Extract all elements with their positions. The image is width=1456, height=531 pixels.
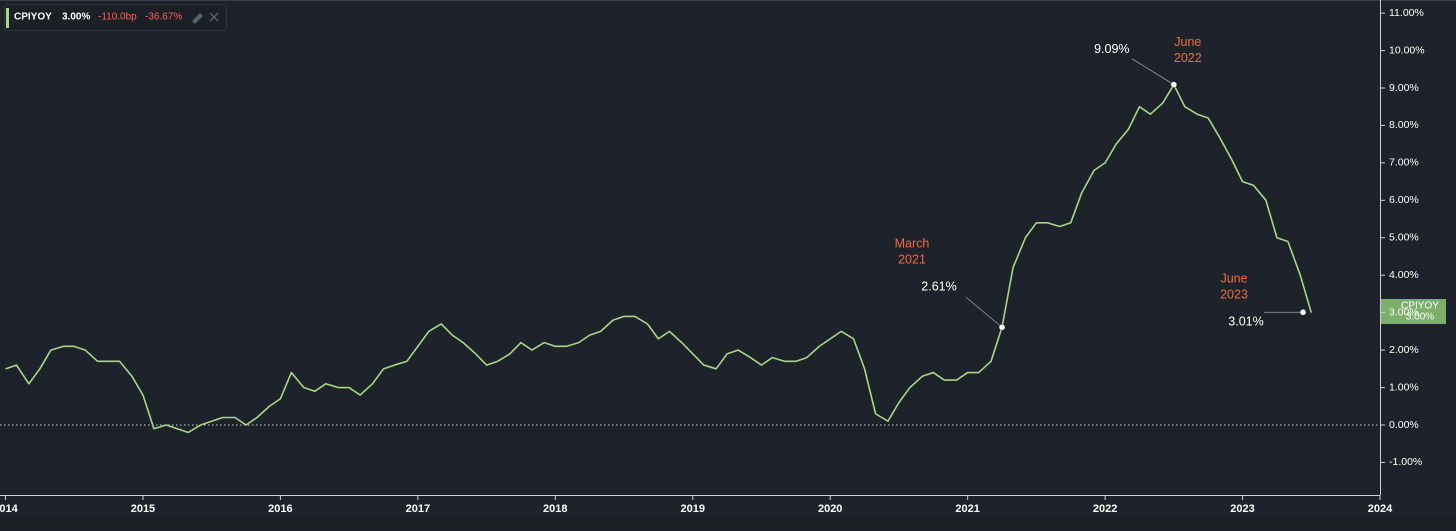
annotation-date: 2022 xyxy=(1174,51,1202,65)
legend-last: 3.00% xyxy=(62,12,90,23)
annotation-value: 9.09% xyxy=(1094,42,1129,56)
y-tick-label: 1.00% xyxy=(1389,381,1419,393)
annotation-date: June xyxy=(1174,35,1201,49)
annotation-dot xyxy=(1170,81,1178,88)
y-tick-label: 8.00% xyxy=(1389,119,1419,131)
x-tick-label: 2015 xyxy=(131,503,155,515)
x-tick-label: 2019 xyxy=(681,503,705,515)
x-tick-label: 2020 xyxy=(818,503,842,515)
tag-box xyxy=(1381,299,1446,324)
tag-name: CPIYOY xyxy=(1401,301,1439,312)
y-tick-label: 10.00% xyxy=(1389,44,1425,56)
annotation-date: March xyxy=(895,237,930,251)
y-tick-label: 4.00% xyxy=(1389,269,1419,281)
annotation-value: 2.61% xyxy=(921,280,956,294)
annotation-dot xyxy=(998,324,1006,331)
legend-name: CPIYOY xyxy=(14,12,52,23)
y-tick-label: 5.00% xyxy=(1389,232,1419,244)
y-tick-label: 2.00% xyxy=(1389,344,1419,356)
y-tick-label: 3.00% xyxy=(1389,306,1419,318)
legend-close-icon[interactable] xyxy=(209,12,219,22)
legend-change: -110.0bp xyxy=(98,12,137,23)
y-tick-label: 0.00% xyxy=(1389,419,1419,431)
series-line xyxy=(5,83,1313,434)
x-tick-label: 2023 xyxy=(1230,503,1254,515)
x-tick-label: 2017 xyxy=(406,503,430,515)
annotation-value: 3.01% xyxy=(1228,315,1263,329)
legend: CPIYOY 3.00% -110.0bp -36.67% xyxy=(4,4,227,31)
x-tick-label: 2014 xyxy=(0,503,19,515)
last-value-tag: CPIYOY 3.00% xyxy=(1381,299,1446,324)
y-tick-label: 6.00% xyxy=(1389,194,1419,206)
y-tick-label: 7.00% xyxy=(1389,157,1419,169)
annotation-leader xyxy=(1131,58,1175,85)
x-tick-label: 2024 xyxy=(1368,503,1393,515)
legend-pct-change: -36.67% xyxy=(145,12,182,23)
legend-swatch xyxy=(6,8,9,28)
annotation-date: June xyxy=(1220,272,1247,286)
legend-edit-icon[interactable] xyxy=(192,13,203,24)
y-tick-label: 11.00% xyxy=(1389,7,1424,19)
y-tick-label: 9.00% xyxy=(1389,82,1419,94)
x-tick-label: 2018 xyxy=(543,503,567,515)
bottom-strip xyxy=(0,518,1456,531)
annotation-dot xyxy=(1299,309,1307,316)
legend-box xyxy=(4,4,227,31)
annotation-date: 2021 xyxy=(898,253,926,267)
x-tick-label: 2022 xyxy=(1093,503,1117,515)
y-tick-label: -1.00% xyxy=(1389,456,1422,468)
tag-value: 3.00% xyxy=(1406,312,1434,323)
x-tick-label: 2016 xyxy=(268,503,292,515)
annotation-date: 2023 xyxy=(1220,288,1248,302)
x-tick-label: 2021 xyxy=(955,503,979,515)
annotation-leader xyxy=(965,296,1003,328)
